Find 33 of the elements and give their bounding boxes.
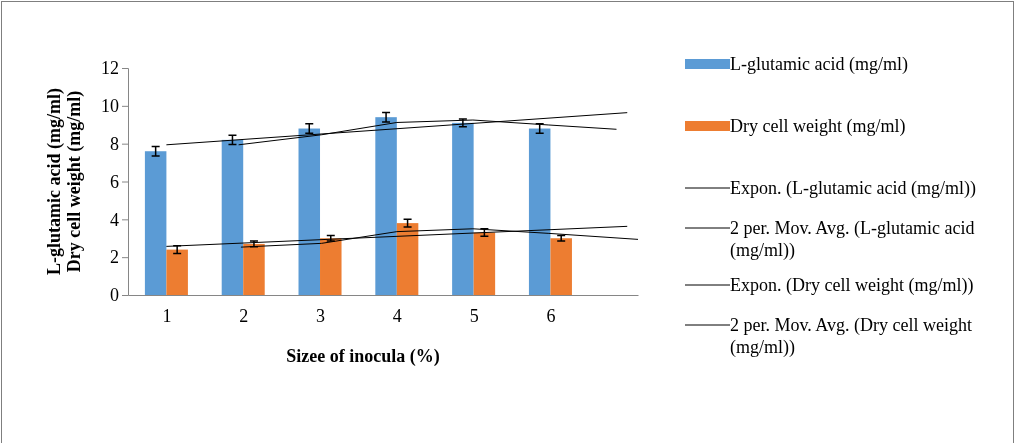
x-tick-label: 3	[316, 305, 326, 326]
legend-label: 2 per. Mov. Avg. (L-glutamic acid (mg/ml))	[730, 218, 975, 261]
y-tick-label: 4	[110, 209, 119, 230]
bar	[243, 243, 265, 295]
legend-label: Expon. (Dry cell weight (mg/ml))	[730, 275, 974, 296]
y-axis-title: L-glutamic acid (mg/ml) Dry cell weight (mg/ml)	[44, 88, 85, 275]
x-tick-label: 2	[239, 305, 249, 326]
legend-label: 2 per. Mov. Avg. (Dry cell weight (mg/ml))	[730, 315, 972, 358]
y-tick-label: 8	[110, 133, 119, 154]
x-tick-label: 6	[546, 305, 556, 326]
x-tick-label: 5	[469, 305, 479, 326]
bar	[144, 151, 167, 295]
legend-label: L-glutamic acid (mg/ml)	[730, 54, 908, 75]
y-tick-label: 6	[110, 171, 119, 192]
bar	[320, 238, 342, 295]
x-tick-label: 4	[392, 305, 402, 326]
bar	[396, 223, 419, 295]
bar	[452, 122, 474, 295]
y-tick-label: 10	[101, 96, 119, 117]
y-tick-label: 0	[110, 285, 119, 306]
bar	[528, 128, 551, 295]
bar	[298, 128, 321, 295]
x-axis-title: Sizee of inocula (%)	[286, 346, 440, 367]
x-tick-label: 1	[162, 305, 172, 326]
y-tick-label: 2	[110, 247, 119, 268]
bar	[473, 232, 496, 295]
bar	[166, 249, 188, 295]
bar	[550, 238, 572, 295]
legend-label: Expon. (L-glutamic acid (mg/ml))	[730, 178, 976, 199]
bar	[375, 117, 397, 295]
bar	[221, 139, 244, 295]
y-tick-label: 12	[101, 58, 119, 79]
legend-label: Dry cell weight (mg/ml)	[730, 116, 906, 137]
